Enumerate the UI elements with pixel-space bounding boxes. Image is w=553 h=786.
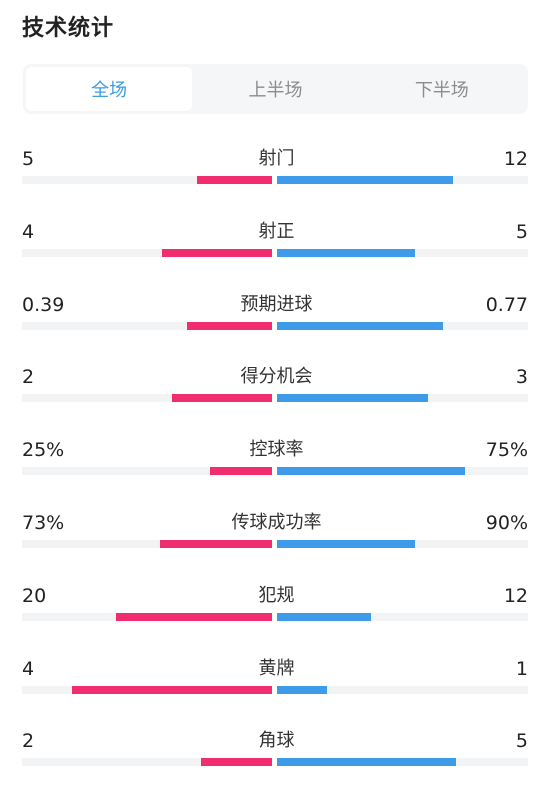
home-value: 2 (22, 366, 35, 388)
away-value: 12 (503, 585, 528, 607)
away-bar (277, 540, 416, 548)
home-value: 73% (22, 512, 65, 534)
away-bar (277, 613, 372, 621)
home-value: 4 (22, 658, 35, 680)
home-value: 5 (22, 148, 35, 170)
away-bar (277, 686, 328, 694)
stat-row-shots-on-target: 4 射正 5 (0, 220, 553, 270)
home-bar-track (22, 176, 272, 184)
away-bar-track (277, 613, 528, 621)
home-bar-track (22, 686, 272, 694)
period-tabs: 全场 上半场 下半场 (23, 64, 528, 114)
stat-row-big-chances: 2 得分机会 3 (0, 365, 553, 415)
home-bar-track (22, 613, 272, 621)
home-bar (187, 322, 272, 330)
away-value: 3 (515, 366, 528, 388)
stat-row-yellow-cards: 4 黄牌 1 (0, 657, 553, 707)
stat-row-corners: 2 角球 5 (0, 729, 553, 779)
stat-name: 控球率 (249, 439, 304, 460)
away-bar (277, 176, 453, 184)
away-value: 75% (485, 439, 528, 461)
home-bar (200, 758, 272, 766)
away-bar (277, 758, 457, 766)
stat-row-shots: 5 射门 12 (0, 147, 553, 197)
tab-first-half[interactable]: 上半场 (248, 80, 303, 101)
tab-second-half[interactable]: 下半场 (414, 80, 469, 101)
away-bar-track (277, 540, 528, 548)
stat-row-fouls: 20 犯规 12 (0, 584, 553, 634)
home-bar-track (22, 394, 272, 402)
away-bar-track (277, 686, 528, 694)
stat-name: 犯规 (258, 585, 295, 606)
home-bar (162, 249, 272, 257)
home-bar (209, 467, 272, 475)
home-value: 20 (22, 585, 47, 607)
stat-name: 得分机会 (240, 366, 313, 387)
away-value: 1 (515, 658, 528, 680)
away-value: 0.77 (485, 294, 528, 316)
home-bar-track (22, 322, 272, 330)
stat-name: 射正 (258, 221, 295, 242)
page-title: 技术统计 (22, 16, 115, 41)
away-value: 90% (485, 512, 528, 534)
tab-full-match[interactable]: 全场 (26, 67, 193, 111)
away-bar-track (277, 249, 528, 257)
away-value: 5 (515, 221, 528, 243)
home-bar (115, 613, 272, 621)
stat-name: 角球 (258, 730, 295, 751)
away-bar-track (277, 467, 528, 475)
home-bar-track (22, 249, 272, 257)
stat-row-possession: 25% 控球率 75% (0, 438, 553, 488)
home-value: 4 (22, 221, 35, 243)
home-value: 2 (22, 730, 35, 752)
away-bar-track (277, 394, 528, 402)
home-bar-track (22, 467, 272, 475)
home-bar (72, 686, 272, 694)
home-value: 25% (22, 439, 65, 461)
stat-row-expected-goals: 0.39 预期进球 0.77 (0, 293, 553, 343)
away-value: 12 (503, 148, 528, 170)
home-bar (159, 540, 272, 548)
away-bar-track (277, 322, 528, 330)
away-bar-track (277, 758, 528, 766)
home-bar-track (22, 540, 272, 548)
home-value: 0.39 (22, 294, 65, 316)
away-bar (277, 394, 428, 402)
away-bar-track (277, 176, 528, 184)
stat-row-pass-accuracy: 73% 传球成功率 90% (0, 511, 553, 561)
home-bar-track (22, 758, 272, 766)
away-bar (277, 322, 443, 330)
stat-name: 黄牌 (258, 658, 295, 679)
home-bar (172, 394, 272, 402)
home-bar (197, 176, 272, 184)
away-bar (277, 467, 466, 475)
away-value: 5 (515, 730, 528, 752)
away-bar (277, 249, 416, 257)
stat-name: 传球成功率 (231, 512, 322, 533)
stat-name: 预期进球 (240, 294, 313, 315)
stat-name: 射门 (258, 148, 295, 169)
